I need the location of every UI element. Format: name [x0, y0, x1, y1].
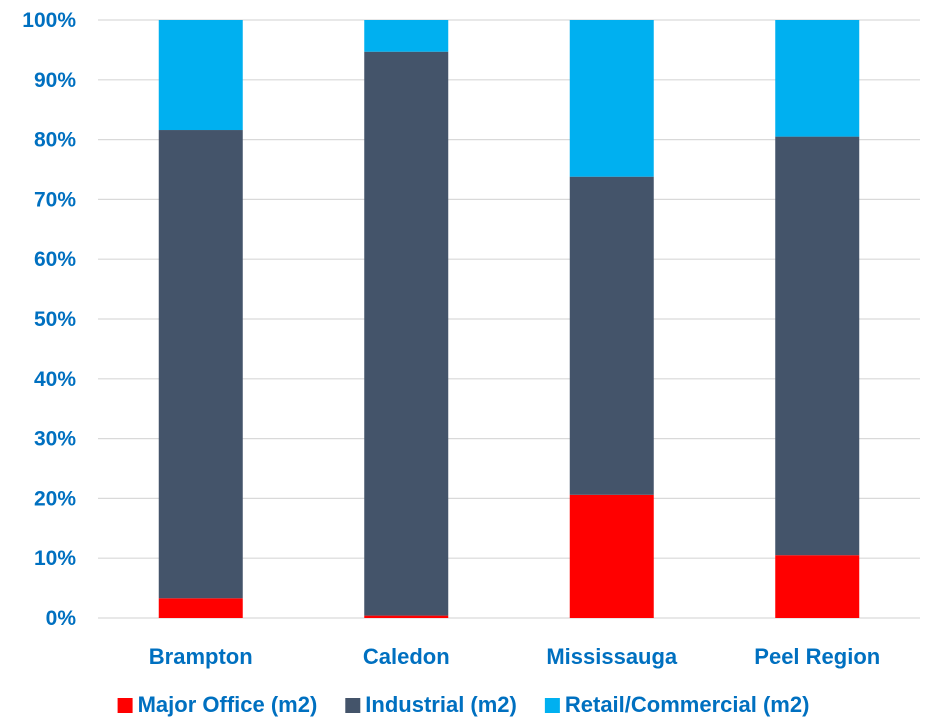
- legend-item: Industrial (m2): [345, 692, 517, 717]
- legend-swatch: [117, 698, 133, 713]
- bar-segment: [775, 20, 860, 137]
- y-tick-label: 10%: [34, 547, 76, 570]
- x-tick-label: Brampton: [149, 644, 253, 669]
- y-tick-label: 20%: [34, 487, 76, 510]
- y-tick-label: 80%: [34, 129, 76, 152]
- bar-segment: [775, 555, 860, 618]
- y-tick-label: 40%: [34, 368, 76, 391]
- legend-label: Retail/Commercial (m2): [565, 692, 810, 717]
- y-tick-label: 30%: [34, 428, 76, 451]
- y-tick-label: 100%: [22, 9, 76, 32]
- y-tick-label: 60%: [34, 248, 76, 271]
- x-axis: Brampton Caledon Mississauga Peel Region: [149, 644, 880, 669]
- bar-segment: [364, 615, 449, 618]
- bar-segment: [569, 494, 654, 618]
- legend-label: Industrial (m2): [365, 692, 517, 717]
- bar-segment: [158, 130, 243, 599]
- bar-segment: [364, 20, 449, 52]
- y-tick-label: 0%: [46, 607, 77, 630]
- legend-item: Retail/Commercial (m2): [544, 692, 810, 717]
- legend-item: Major Office (m2): [117, 692, 318, 717]
- y-tick-label: 90%: [34, 69, 76, 92]
- y-tick-label: 50%: [34, 308, 76, 331]
- x-tick-label: Mississauga: [546, 644, 678, 669]
- y-tick-label: 70%: [34, 188, 76, 211]
- x-tick-label: Peel Region: [754, 644, 880, 669]
- legend-label: Major Office (m2): [138, 692, 318, 717]
- bar-segment: [158, 598, 243, 618]
- bar-segment: [569, 176, 654, 495]
- legend-swatch: [544, 698, 560, 713]
- bars: [158, 20, 860, 618]
- x-tick-label: Caledon: [363, 644, 450, 669]
- bar-segment: [775, 136, 860, 556]
- legend-swatch: [345, 698, 361, 713]
- legend: Major Office (m2) Industrial (m2) Retail/C…: [117, 692, 810, 717]
- bar-segment: [569, 20, 654, 177]
- bar-segment: [364, 51, 449, 616]
- bar-segment: [158, 20, 243, 131]
- y-axis: 0% 10% 20% 30% 40% 50% 60% 70% 80% 90% 100%: [22, 9, 76, 630]
